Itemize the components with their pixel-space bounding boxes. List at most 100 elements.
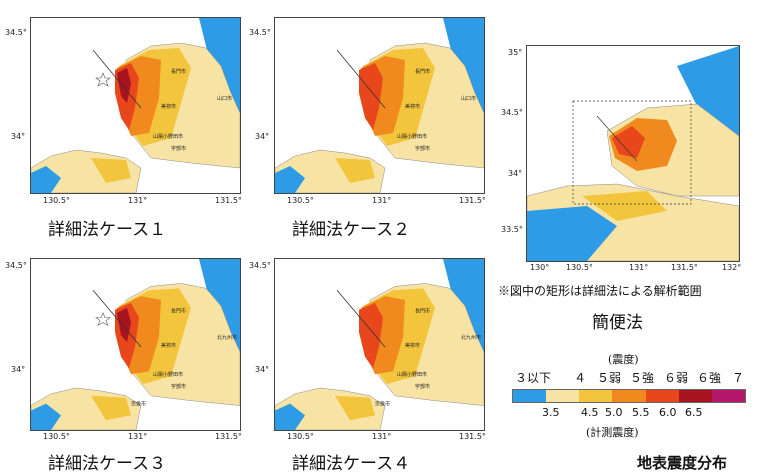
figure-title: 地表震度分布 [637, 454, 728, 472]
kyushu-low-area [527, 206, 617, 261]
legend-swatch [612, 390, 646, 402]
legend-level: ５強 [630, 371, 655, 385]
y-tick: 34° [255, 132, 270, 141]
map-simple-method [526, 45, 740, 262]
intensity-legend: (震度) ３以下 ４ ５弱 ５強 ６弱 ６強 ７ 3.5 4.5 5.0 5.5… [500, 345, 758, 443]
kyushu-low-area [31, 166, 61, 193]
city-label: 長門市 [415, 308, 430, 315]
fault-line [596, 115, 638, 162]
x-tick: 131° [128, 432, 148, 441]
map-case-4: 長門市美祢市山陽小野田市宇部市 北九州市宗像市 [274, 258, 485, 431]
legend-swatch [711, 390, 745, 402]
city-label: 北九州市 [217, 334, 237, 341]
caption-case-3: 詳細法ケース３ [48, 454, 167, 474]
x-tick: 131° [629, 263, 649, 272]
legend-level: ６弱 [664, 371, 689, 385]
x-tick: 131° [372, 196, 392, 205]
legend-level: ６強 [697, 371, 722, 385]
x-tick: 130.5° [287, 432, 314, 441]
y-tick: 34° [11, 365, 26, 374]
legend-level: ７ [732, 371, 745, 385]
legend-color-bar [512, 389, 746, 403]
x-tick: 131° [128, 196, 148, 205]
kyushu-yellow-area [335, 158, 375, 183]
kyushu-low-area [31, 403, 61, 430]
kyushu-yellow-area [582, 191, 667, 221]
caption-case-4: 詳細法ケース４ [292, 454, 411, 474]
city-label: 山口市 [461, 95, 476, 102]
city-label: 宇部市 [415, 145, 430, 152]
epicenter-star-icon [95, 72, 111, 87]
legend-value: 3.5 [542, 406, 560, 419]
legend-swatch [546, 390, 580, 402]
intensity-6-lower-area [612, 126, 645, 158]
x-tick: 131° [372, 432, 392, 441]
city-label: 山陽小野田市 [397, 371, 427, 378]
intensity-6-upper-area [117, 68, 131, 103]
kyushu-low-area [275, 166, 305, 193]
x-tick: 131.5° [459, 196, 486, 205]
x-tick: 132° [722, 263, 742, 272]
legend-level: ４ [574, 371, 587, 385]
intensity-6-upper-area [117, 307, 131, 343]
city-label: 宗像市 [131, 401, 146, 408]
fault-line [92, 290, 142, 348]
city-label: 宇部市 [171, 383, 186, 390]
city-label: 山陽小野田市 [153, 371, 183, 378]
legend-swatch [678, 390, 712, 402]
city-label: 長門市 [171, 68, 186, 75]
intensity-6-lower-area [359, 63, 383, 130]
legend-level: ５弱 [597, 371, 622, 385]
y-tick: 34.5° [249, 261, 271, 270]
city-label: 山口市 [217, 95, 232, 102]
y-tick: 35° [508, 48, 523, 57]
city-label: 美祢市 [405, 342, 420, 349]
city-label: 山陽小野田市 [397, 133, 427, 140]
kyushu-yellow-area [91, 395, 131, 421]
map-svg [527, 46, 739, 261]
y-tick: 34° [255, 365, 270, 374]
analysis-range-rect [572, 100, 692, 205]
y-tick: 34.5° [5, 261, 27, 270]
legend-levels: ３以下 ４ ５弱 ５強 ６弱 ６強 ７ [500, 369, 758, 385]
x-tick: 131.5° [459, 432, 486, 441]
legend-swatch [513, 390, 547, 402]
caption-simple-method: 簡便法 [592, 313, 643, 333]
legend-swatch [645, 390, 679, 402]
kyushu-yellow-area [91, 158, 131, 183]
city-label: 山陽小野田市 [153, 133, 183, 140]
x-tick: 130° [530, 263, 550, 272]
kyushu-low-area [275, 403, 305, 430]
map-case-3: 長門市 美祢市 山陽小野田市 宇部市 北九州市 宗像市 [30, 258, 241, 431]
legend-value: 5.5 [632, 406, 650, 419]
map-case-1: 長門市 美祢市 山陽小野田市 宇部市 山口市 [30, 17, 241, 194]
y-tick: 33.5° [501, 225, 523, 234]
caption-case-2: 詳細法ケース２ [292, 220, 411, 240]
x-tick: 130.5° [43, 432, 70, 441]
legend-value: 6.0 [659, 406, 677, 419]
x-tick: 130.5° [287, 196, 314, 205]
city-label: 宇部市 [415, 383, 430, 390]
analysis-range-note: ※図中の矩形は詳細法による解析範囲 [498, 284, 702, 298]
fault-line [92, 49, 142, 109]
legend-bottom-label: (計測震度) [586, 426, 639, 439]
legend-top-label: (震度) [608, 353, 639, 366]
x-tick: 131.5° [215, 196, 242, 205]
city-label: 宇部市 [171, 145, 186, 152]
fault-line [336, 49, 386, 109]
fault-line [336, 290, 386, 348]
x-tick: 130.5° [43, 196, 70, 205]
y-tick: 34.5° [249, 28, 271, 37]
caption-case-1: 詳細法ケース１ [48, 220, 167, 240]
y-tick: 34° [508, 169, 523, 178]
legend-level: ３以下 [515, 371, 552, 385]
legend-value: 5.0 [605, 406, 623, 419]
y-tick: 34.5° [501, 108, 523, 117]
city-label: 北九州市 [461, 334, 481, 341]
city-label: 宗像市 [375, 401, 390, 408]
x-tick: 131.5° [215, 432, 242, 441]
